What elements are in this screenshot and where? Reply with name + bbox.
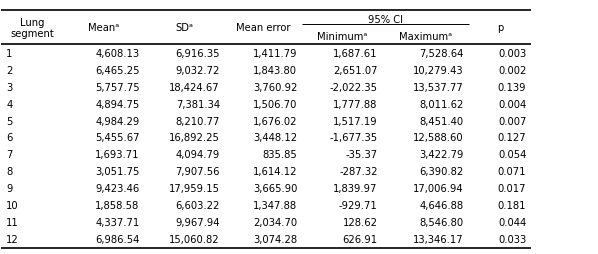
Text: 0.002: 0.002 — [498, 66, 526, 75]
Text: 4,646.88: 4,646.88 — [420, 200, 464, 210]
Text: 1: 1 — [6, 49, 13, 59]
Text: 1,506.70: 1,506.70 — [253, 99, 297, 109]
Text: 3,422.79: 3,422.79 — [420, 150, 464, 160]
Text: 1,858.58: 1,858.58 — [95, 200, 139, 210]
Text: 3,760.92: 3,760.92 — [253, 82, 297, 92]
Text: 1,517.19: 1,517.19 — [333, 116, 377, 126]
Text: 9,967.94: 9,967.94 — [175, 217, 220, 227]
Text: 0.071: 0.071 — [498, 167, 526, 177]
Text: 3,665.90: 3,665.90 — [253, 184, 297, 194]
Text: SDᵃ: SDᵃ — [175, 23, 193, 33]
Text: 7,907.56: 7,907.56 — [175, 167, 220, 177]
Text: 16,892.25: 16,892.25 — [169, 133, 220, 143]
Text: 13,537.77: 13,537.77 — [413, 82, 464, 92]
Text: 6: 6 — [6, 133, 13, 143]
Text: 4: 4 — [6, 99, 13, 109]
Text: 1,676.02: 1,676.02 — [253, 116, 297, 126]
Text: p: p — [497, 23, 503, 33]
Text: 8,451.40: 8,451.40 — [420, 116, 464, 126]
Text: 1,347.88: 1,347.88 — [253, 200, 297, 210]
Text: 835.85: 835.85 — [263, 150, 297, 160]
Text: 0.139: 0.139 — [498, 82, 526, 92]
Text: 12,588.60: 12,588.60 — [413, 133, 464, 143]
Text: -1,677.35: -1,677.35 — [329, 133, 377, 143]
Text: 4,094.79: 4,094.79 — [176, 150, 220, 160]
Text: 6,916.35: 6,916.35 — [175, 49, 220, 59]
Text: 12: 12 — [6, 234, 19, 244]
Text: 4,894.75: 4,894.75 — [95, 99, 139, 109]
Text: 3,448.12: 3,448.12 — [253, 133, 297, 143]
Text: 0.181: 0.181 — [498, 200, 526, 210]
Text: 3,051.75: 3,051.75 — [95, 167, 139, 177]
Text: 10: 10 — [6, 200, 19, 210]
Text: 13,346.17: 13,346.17 — [413, 234, 464, 244]
Text: 17,006.94: 17,006.94 — [413, 184, 464, 194]
Text: 2,651.07: 2,651.07 — [333, 66, 377, 75]
Text: 9,032.72: 9,032.72 — [175, 66, 220, 75]
Text: 15,060.82: 15,060.82 — [169, 234, 220, 244]
Text: 7,381.34: 7,381.34 — [176, 99, 220, 109]
Text: -35.37: -35.37 — [346, 150, 377, 160]
Text: 1,687.61: 1,687.61 — [333, 49, 377, 59]
Text: 5,757.75: 5,757.75 — [95, 82, 139, 92]
Text: 1,777.88: 1,777.88 — [333, 99, 377, 109]
Text: 9,423.46: 9,423.46 — [95, 184, 139, 194]
Text: 7: 7 — [6, 150, 13, 160]
Text: 95% CI: 95% CI — [368, 15, 403, 25]
Text: 0.004: 0.004 — [498, 99, 526, 109]
Text: 8: 8 — [6, 167, 13, 177]
Text: 6,603.22: 6,603.22 — [175, 200, 220, 210]
Text: 10,279.43: 10,279.43 — [413, 66, 464, 75]
Text: Maximumᵃ: Maximumᵃ — [399, 32, 452, 42]
Text: 626.91: 626.91 — [343, 234, 377, 244]
Text: 2: 2 — [6, 66, 13, 75]
Text: 0.044: 0.044 — [498, 217, 526, 227]
Text: 3: 3 — [6, 82, 13, 92]
Text: -929.71: -929.71 — [339, 200, 377, 210]
Text: 0.054: 0.054 — [498, 150, 526, 160]
Text: 0.007: 0.007 — [498, 116, 526, 126]
Text: 6,390.82: 6,390.82 — [420, 167, 464, 177]
Text: 4,984.29: 4,984.29 — [95, 116, 139, 126]
Text: 7,528.64: 7,528.64 — [420, 49, 464, 59]
Text: Lung
segment: Lung segment — [11, 18, 54, 39]
Text: 8,546.80: 8,546.80 — [420, 217, 464, 227]
Text: 1,839.97: 1,839.97 — [333, 184, 377, 194]
Text: 0.033: 0.033 — [498, 234, 526, 244]
Text: -287.32: -287.32 — [339, 167, 377, 177]
Text: 128.62: 128.62 — [343, 217, 377, 227]
Text: 9: 9 — [6, 184, 13, 194]
Text: 4,337.71: 4,337.71 — [95, 217, 139, 227]
Text: 3,074.28: 3,074.28 — [253, 234, 297, 244]
Text: 17,959.15: 17,959.15 — [169, 184, 220, 194]
Text: 1,693.71: 1,693.71 — [95, 150, 139, 160]
Text: 8,011.62: 8,011.62 — [420, 99, 464, 109]
Text: Mean error: Mean error — [236, 23, 291, 33]
Text: 8,210.77: 8,210.77 — [175, 116, 220, 126]
Text: 0.017: 0.017 — [498, 184, 526, 194]
Text: 1,843.80: 1,843.80 — [253, 66, 297, 75]
Text: 1,614.12: 1,614.12 — [253, 167, 297, 177]
Text: 6,465.25: 6,465.25 — [95, 66, 139, 75]
Text: Meanᵃ: Meanᵃ — [89, 23, 120, 33]
Text: 2,034.70: 2,034.70 — [253, 217, 297, 227]
Text: Minimumᵃ: Minimumᵃ — [317, 32, 367, 42]
Text: 0.127: 0.127 — [498, 133, 526, 143]
Text: -2,022.35: -2,022.35 — [329, 82, 377, 92]
Text: 5: 5 — [6, 116, 13, 126]
Text: 6,986.54: 6,986.54 — [95, 234, 139, 244]
Text: 5,455.67: 5,455.67 — [95, 133, 139, 143]
Text: 0.003: 0.003 — [498, 49, 526, 59]
Text: 11: 11 — [6, 217, 19, 227]
Text: 1,411.79: 1,411.79 — [253, 49, 297, 59]
Text: 18,424.67: 18,424.67 — [169, 82, 220, 92]
Text: 4,608.13: 4,608.13 — [95, 49, 139, 59]
